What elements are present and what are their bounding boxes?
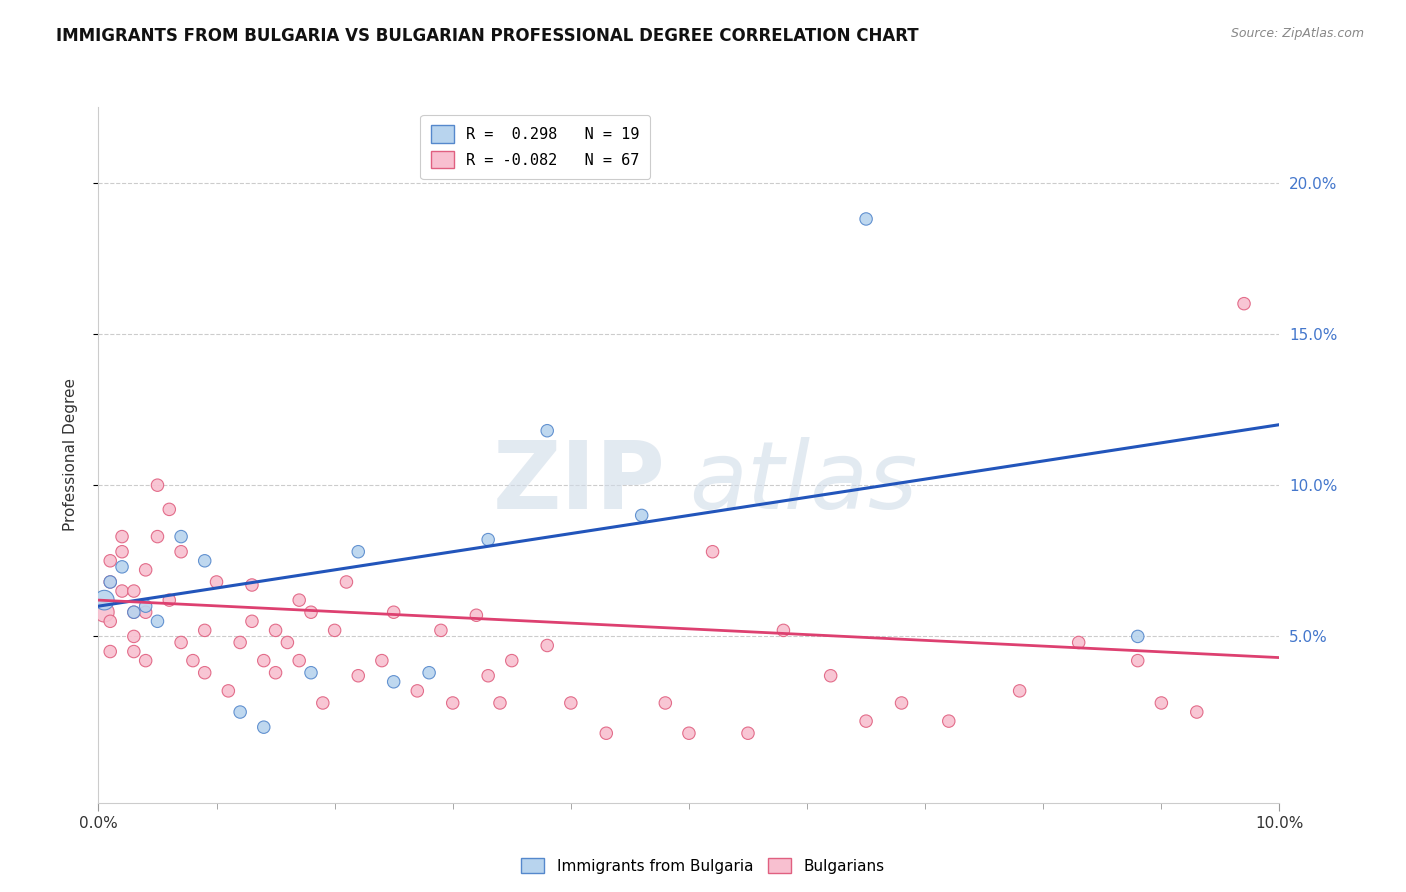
Point: [122, 644, 145, 658]
Point: [441, 696, 464, 710]
Point: [347, 545, 370, 559]
Point: [371, 654, 394, 668]
Point: [122, 605, 145, 619]
Point: [312, 696, 335, 710]
Point: [194, 554, 217, 568]
Point: [240, 615, 263, 629]
Point: [229, 705, 252, 719]
Point: [595, 726, 617, 740]
Point: [855, 714, 877, 728]
Point: [855, 211, 877, 226]
Point: [98, 644, 121, 658]
Point: [678, 726, 700, 740]
Point: [1126, 654, 1149, 668]
Point: [299, 605, 322, 619]
Point: [135, 563, 157, 577]
Point: [194, 665, 217, 680]
Point: [890, 696, 912, 710]
Text: Source: ZipAtlas.com: Source: ZipAtlas.com: [1230, 27, 1364, 40]
Point: [430, 624, 453, 638]
Point: [170, 530, 193, 544]
Point: [630, 508, 652, 523]
Point: [772, 624, 794, 638]
Point: [253, 654, 276, 668]
Point: [406, 684, 429, 698]
Point: [560, 696, 582, 710]
Point: [111, 584, 134, 599]
Point: [98, 615, 121, 629]
Point: [1008, 684, 1031, 698]
Point: [93, 593, 115, 607]
Point: [264, 624, 287, 638]
Point: [288, 593, 311, 607]
Point: [276, 635, 298, 649]
Point: [335, 574, 357, 589]
Point: [146, 615, 169, 629]
Point: [347, 669, 370, 683]
Point: [181, 654, 204, 668]
Point: [382, 674, 405, 689]
Point: [253, 720, 276, 734]
Point: [194, 624, 217, 638]
Point: [323, 624, 346, 638]
Point: [135, 605, 157, 619]
Point: [146, 478, 169, 492]
Point: [477, 533, 499, 547]
Point: [122, 629, 145, 643]
Point: [122, 605, 145, 619]
Point: [135, 654, 157, 668]
Point: [299, 665, 322, 680]
Point: [477, 669, 499, 683]
Point: [111, 559, 134, 574]
Point: [1067, 635, 1090, 649]
Point: [702, 545, 724, 559]
Point: [1126, 629, 1149, 643]
Point: [229, 635, 252, 649]
Point: [111, 530, 134, 544]
Point: [938, 714, 960, 728]
Point: [135, 599, 157, 614]
Point: [382, 605, 405, 619]
Point: [737, 726, 759, 740]
Point: [111, 545, 134, 559]
Point: [98, 574, 121, 589]
Point: [1185, 705, 1208, 719]
Point: [240, 578, 263, 592]
Point: [1233, 296, 1256, 310]
Legend: Immigrants from Bulgaria, Bulgarians: Immigrants from Bulgaria, Bulgarians: [515, 852, 891, 880]
Point: [288, 654, 311, 668]
Point: [98, 574, 121, 589]
Point: [536, 639, 558, 653]
Point: [205, 574, 228, 589]
Point: [264, 665, 287, 680]
Text: IMMIGRANTS FROM BULGARIA VS BULGARIAN PROFESSIONAL DEGREE CORRELATION CHART: IMMIGRANTS FROM BULGARIA VS BULGARIAN PR…: [56, 27, 920, 45]
Legend: R =  0.298   N = 19, R = -0.082   N = 67: R = 0.298 N = 19, R = -0.082 N = 67: [420, 115, 651, 179]
Text: atlas: atlas: [689, 437, 917, 528]
Point: [122, 584, 145, 599]
Point: [489, 696, 512, 710]
Point: [536, 424, 558, 438]
Point: [146, 530, 169, 544]
Point: [217, 684, 239, 698]
Point: [93, 605, 115, 619]
Point: [98, 554, 121, 568]
Point: [170, 545, 193, 559]
Point: [465, 608, 488, 623]
Point: [157, 502, 180, 516]
Point: [654, 696, 676, 710]
Point: [820, 669, 842, 683]
Point: [1150, 696, 1173, 710]
Text: ZIP: ZIP: [492, 437, 665, 529]
Y-axis label: Professional Degree: Professional Degree: [63, 378, 77, 532]
Point: [501, 654, 523, 668]
Point: [170, 635, 193, 649]
Point: [418, 665, 440, 680]
Point: [157, 593, 180, 607]
